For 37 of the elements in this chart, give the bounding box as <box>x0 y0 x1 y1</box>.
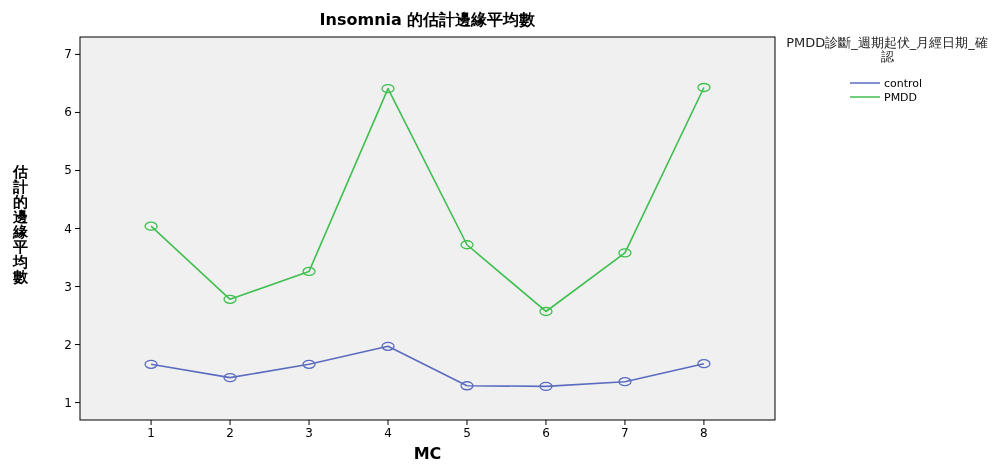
x-axis-title: MC <box>412 444 443 463</box>
point <box>381 341 395 351</box>
point <box>460 381 474 391</box>
point <box>697 82 711 93</box>
x-tick-label: 5 <box>463 426 471 440</box>
point <box>539 306 553 317</box>
x-tick-label: 6 <box>542 426 550 440</box>
y-tick-label: 3 <box>64 279 72 294</box>
legend-title: PMDD診斷_週期起伏_月經日期_確認 <box>785 35 989 64</box>
y-axis-title: 估計的邊緣平均數 <box>12 163 28 286</box>
legend-label: PMDD <box>884 91 918 104</box>
y-tick-label: 6 <box>64 105 72 120</box>
point <box>302 266 316 277</box>
legend-label: control <box>884 77 923 90</box>
y-tick-label: 4 <box>64 221 72 236</box>
point <box>618 377 632 387</box>
x-tick-label: 4 <box>384 426 392 440</box>
x-tick-label: 8 <box>700 426 708 440</box>
chart-title: Insomnia 的估計邊緣平均數 <box>318 10 537 31</box>
x-tick-label: 1 <box>147 426 155 440</box>
point <box>223 294 237 304</box>
point <box>539 381 553 391</box>
point <box>618 248 632 258</box>
x-tick-label: 7 <box>621 426 629 440</box>
point <box>223 372 237 383</box>
point <box>144 359 158 369</box>
point <box>697 359 711 369</box>
y-tick-label: 2 <box>64 337 72 352</box>
y-tick-label: 5 <box>64 163 72 178</box>
x-tick-label: 3 <box>305 426 313 440</box>
point <box>144 221 158 231</box>
point <box>460 240 474 250</box>
x-tick-label: 2 <box>226 426 234 440</box>
point <box>381 84 395 94</box>
y-tick-label: 1 <box>64 395 72 410</box>
point <box>302 359 316 369</box>
y-tick-label: 7 <box>64 47 72 62</box>
